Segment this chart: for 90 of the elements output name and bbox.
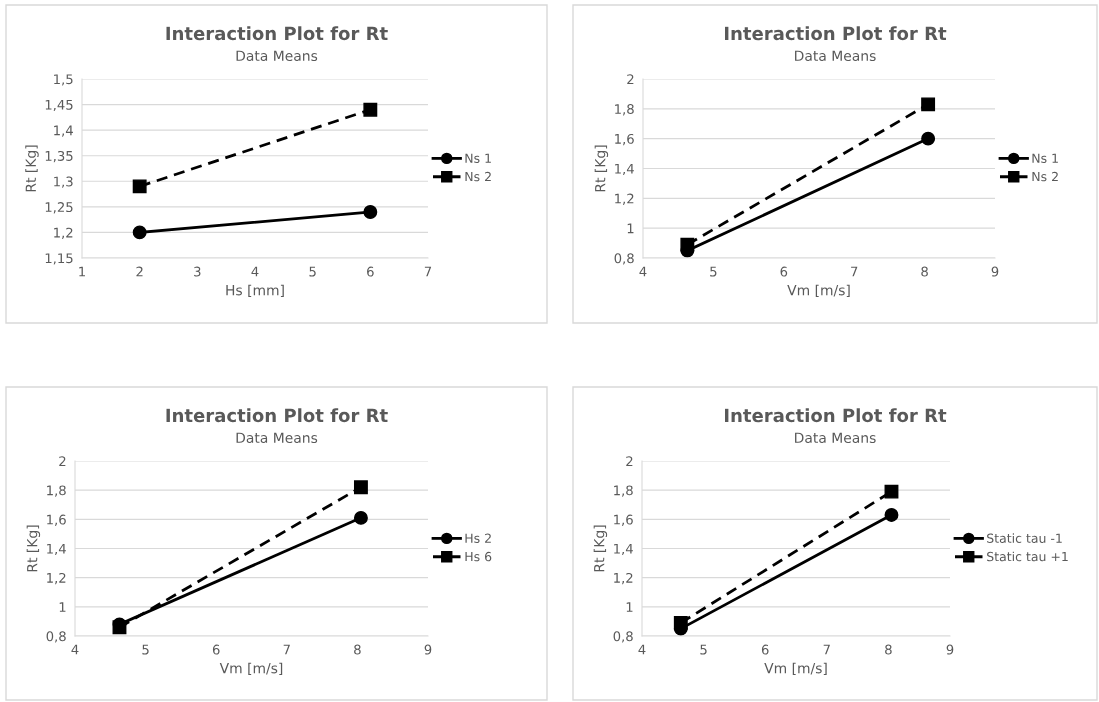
point xyxy=(363,205,378,219)
y-tick-label: 1,2 xyxy=(54,227,73,239)
x-tick-label: 6 xyxy=(761,644,769,655)
x-tick-label: 9 xyxy=(946,644,954,655)
y-tick-label: 1,2 xyxy=(47,572,66,585)
x-tick-label: 2 xyxy=(136,266,143,277)
y-tick-label: 1,5 xyxy=(54,74,73,86)
y-tick-label: 1,4 xyxy=(54,125,73,137)
y-tick-label: 1 xyxy=(59,602,66,612)
y-tick-label: 1,6 xyxy=(615,133,634,146)
legend-label: Ns 2 xyxy=(465,171,491,182)
x-tick-label: 4 xyxy=(71,644,79,655)
x-tick-label: 6 xyxy=(367,266,374,277)
y-tick-label: 1,2 xyxy=(615,193,634,205)
x-tick-label: 3 xyxy=(194,266,201,277)
y-tick-label: 1,15 xyxy=(45,253,73,265)
y-tick-label: 1,8 xyxy=(615,104,634,116)
y-tick-label: 1 xyxy=(626,602,633,612)
y-tick-label: 1,35 xyxy=(45,150,73,163)
y-tick-label: 1,4 xyxy=(614,543,633,556)
x-tick-label: 9 xyxy=(424,644,432,655)
point xyxy=(921,97,936,112)
y-tick-label: 2 xyxy=(626,456,633,467)
legend-label: Ns 1 xyxy=(465,153,491,163)
y-axis-title: Rt [Kg] xyxy=(26,525,41,572)
point xyxy=(884,508,899,522)
x-tick-label: 4 xyxy=(638,644,646,655)
point xyxy=(884,484,899,499)
chart-subtitle: Data Means xyxy=(236,432,318,444)
legend-label: Ns 2 xyxy=(1032,171,1058,182)
point xyxy=(363,102,378,117)
x-axis-title: Vm [m/s] xyxy=(787,284,850,298)
x-tick-label: 1 xyxy=(79,266,85,277)
legend-label: Hs 2 xyxy=(465,533,491,543)
chart-title: Interaction Plot for Rt xyxy=(166,26,388,41)
y-tick-label: 0,8 xyxy=(614,253,634,265)
x-tick-label: 5 xyxy=(710,266,717,277)
x-tick-label: 7 xyxy=(424,266,432,277)
y-tick-label: 1,2 xyxy=(614,572,633,585)
y-tick-label: 1,45 xyxy=(45,99,73,112)
y-axis-title: Rt [Kg] xyxy=(25,145,39,192)
chart-subtitle: Data Means xyxy=(236,50,318,62)
y-tick-label: 2 xyxy=(627,74,634,85)
y-tick-label: 1,8 xyxy=(614,485,633,497)
point xyxy=(673,615,688,630)
x-axis-title: Vm [m/s] xyxy=(219,662,283,676)
y-tick-label: 1,3 xyxy=(54,176,73,188)
y-tick-label: 1 xyxy=(627,223,634,234)
y-tick-label: 1,6 xyxy=(47,514,66,526)
x-tick-label: 8 xyxy=(921,266,928,277)
y-tick-label: 1,4 xyxy=(615,163,634,176)
x-axis-title: Vm [m/s] xyxy=(764,662,827,676)
y-tick-label: 0,8 xyxy=(613,631,633,643)
chart-title: Interaction Plot for Rt xyxy=(725,408,947,423)
point xyxy=(921,131,936,146)
x-tick-label: 7 xyxy=(283,644,290,655)
x-tick-label: 7 xyxy=(823,644,830,655)
y-axis-title: Rt [Kg] xyxy=(593,525,608,572)
legend-label: Ns 1 xyxy=(1032,153,1058,163)
chart-subtitle: Data Means xyxy=(795,432,876,444)
chart-subtitle: Data Means xyxy=(795,50,876,62)
y-tick-label: 1,25 xyxy=(45,202,73,214)
chart-title: Interaction Plot for Rt xyxy=(166,408,388,423)
y-tick-label: 2 xyxy=(59,456,66,467)
x-tick-label: 4 xyxy=(639,266,647,277)
y-tick-label: 1,4 xyxy=(47,543,66,556)
x-axis-title: Hs [mm] xyxy=(226,284,284,298)
legend-label: Hs 6 xyxy=(465,551,492,562)
x-tick-label: 9 xyxy=(991,266,999,277)
x-tick-label: 8 xyxy=(354,644,361,655)
x-tick-label: 6 xyxy=(780,266,788,277)
y-tick-label: 1,6 xyxy=(614,514,633,526)
y-tick-label: 0,8 xyxy=(46,631,66,643)
point xyxy=(353,510,368,525)
legend-label: Static tau -1 xyxy=(987,533,1062,543)
point xyxy=(132,225,147,240)
x-tick-label: 5 xyxy=(142,644,149,655)
point xyxy=(353,480,368,495)
x-tick-label: 7 xyxy=(851,266,858,277)
point xyxy=(680,237,695,252)
x-tick-label: 5 xyxy=(700,644,707,655)
y-axis-title: Rt [Kg] xyxy=(594,145,609,192)
x-tick-label: 6 xyxy=(212,644,220,655)
chart-title: Interaction Plot for Rt xyxy=(725,26,947,41)
x-tick-label: 8 xyxy=(885,644,892,655)
x-tick-label: 5 xyxy=(309,266,316,277)
y-tick-label: 1,8 xyxy=(47,485,66,497)
point xyxy=(132,179,147,194)
x-tick-label: 4 xyxy=(251,266,259,277)
legend-label: Static tau +1 xyxy=(987,551,1068,562)
